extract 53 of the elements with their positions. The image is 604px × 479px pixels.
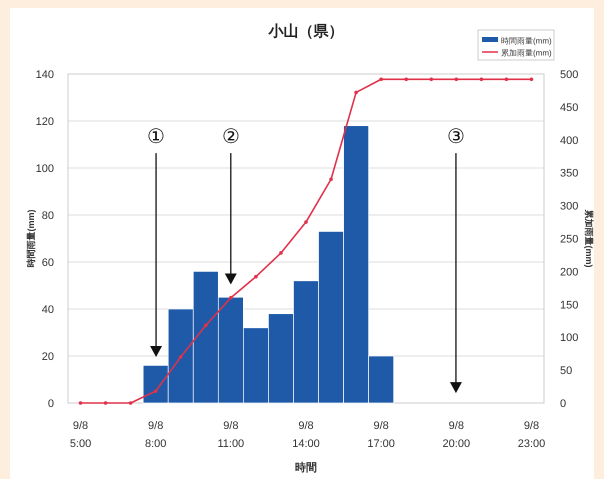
y2-tick-label: 300 <box>560 200 578 213</box>
point <box>354 90 358 94</box>
point <box>178 355 183 359</box>
y2-tick-label: 200 <box>560 266 578 278</box>
y-tick-label: 80 <box>42 210 54 222</box>
y2-tick-label: 350 <box>560 168 578 180</box>
y2-tick-label: 100 <box>560 332 578 344</box>
x-tick-label: 9/8 23:00 <box>518 420 546 450</box>
y2-tick-label: 400 <box>560 134 578 147</box>
annotation: ② <box>222 126 240 148</box>
y-tick-label: 60 <box>42 257 54 269</box>
x-axis-title: 時間 <box>295 461 317 474</box>
y2-tick-label: 150 <box>560 299 578 312</box>
point <box>78 401 82 405</box>
point <box>329 177 333 182</box>
point <box>404 77 408 82</box>
point <box>429 77 434 82</box>
x-tick-label: 9/8 5:00 <box>70 420 92 450</box>
x-tick-label: 9/8 20:00 <box>442 420 470 450</box>
point <box>304 220 308 224</box>
legend-label: 時間雨量(mm) <box>501 36 552 46</box>
x-tick-label: 9/8 11:00 <box>217 420 244 450</box>
point <box>204 324 208 328</box>
y2-tick-label: 0 <box>560 398 566 410</box>
y2-tick-label: 50 <box>560 365 572 378</box>
y-tick-label: 0 <box>48 398 54 410</box>
y2-axis-title: 累加雨量(mm) <box>584 208 594 268</box>
x-tick-label: 9/8 17:00 <box>367 420 395 450</box>
annotation: ③ <box>446 126 465 148</box>
chart-title: 小山（県） <box>268 23 344 40</box>
y2-tick-label: 500 <box>560 69 578 81</box>
y-axis-title: 時間雨量(mm) <box>26 210 36 268</box>
point <box>128 401 132 405</box>
point <box>279 251 283 255</box>
point <box>104 401 108 405</box>
x-tick-label: 9/8 14:00 <box>292 420 320 450</box>
point <box>229 296 233 300</box>
point <box>480 77 484 82</box>
y-tick-label: 40 <box>42 304 54 316</box>
point <box>454 77 458 82</box>
y-tick-label: 100 <box>36 163 54 175</box>
legend-label: 累加雨量(mm) <box>501 48 552 58</box>
point <box>530 77 534 82</box>
annotation: ① <box>147 126 166 148</box>
x-tick-label: 9/8 8:00 <box>144 420 166 450</box>
y-tick-label: 120 <box>36 116 54 128</box>
y2-tick-label: 450 <box>560 102 578 114</box>
point <box>254 274 258 278</box>
y-tick-label: 20 <box>42 351 54 363</box>
point <box>379 77 383 82</box>
y-tick-label: 140 <box>36 69 54 81</box>
y2-tick-label: 250 <box>560 234 578 246</box>
point <box>154 389 158 393</box>
